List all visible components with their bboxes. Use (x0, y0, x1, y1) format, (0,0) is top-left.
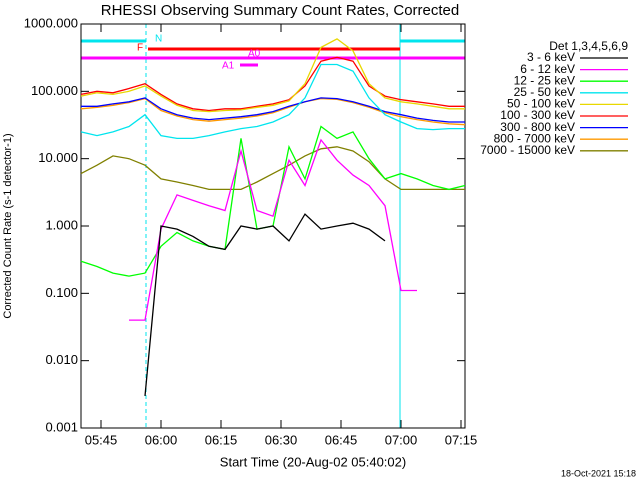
series-line (144, 213, 386, 396)
y-tick-label: 0.100 (45, 285, 78, 300)
chart-title: RHESSI Observing Summary Count Rates, Co… (101, 2, 459, 19)
legend-label: 800 - 7000 keV (494, 131, 575, 145)
series-line (81, 97, 465, 123)
legend-label: 100 - 300 keV (500, 108, 575, 122)
legend-label: 300 - 800 keV (500, 120, 575, 134)
x-tick-label: 07:15 (445, 432, 478, 447)
series-line (80, 63, 465, 140)
legend-label: 12 - 25 keV (514, 73, 575, 87)
annotation: F (137, 43, 143, 54)
x-tick-label: 06:30 (265, 432, 298, 447)
x-tick-label: 07:00 (385, 432, 418, 447)
x-tick-label: 06:15 (205, 432, 238, 447)
x-tick-label: 06:45 (325, 432, 358, 447)
legend-label: 6 - 12 keV (520, 62, 575, 76)
series-line (129, 138, 417, 321)
legend-label: 25 - 50 keV (514, 85, 575, 99)
legend-label: 50 - 100 keV (507, 97, 575, 111)
annotation: A0 (248, 49, 261, 60)
legend-title: Det 1,3,4,5,6,9 (549, 39, 628, 53)
legend-label: 3 - 6 keV (527, 50, 575, 64)
annotation: A1 (222, 61, 235, 72)
x-tick-label: 06:00 (145, 432, 178, 447)
y-axis-label: Corrected Count Rate (s-1 detector-1) (2, 133, 14, 318)
y-tick-label: 0.001 (45, 419, 78, 434)
series-line (80, 38, 465, 113)
x-axis-label: Start Time (20-Aug-02 05:40:02) (220, 454, 406, 469)
y-tick-label: 1000.000 (24, 15, 78, 30)
y-tick-label: 10.000 (38, 150, 78, 165)
legend-label: 7000 - 15000 keV (480, 143, 575, 157)
y-tick-label: 100.000 (31, 83, 78, 98)
series-line (80, 146, 465, 191)
y-tick-label: 1.000 (45, 217, 78, 232)
annotation: N (155, 34, 162, 45)
x-tick-label: 05:45 (85, 432, 118, 447)
footer: 18-Oct-2021 15:18 (561, 468, 636, 478)
series-line (80, 56, 465, 112)
y-tick-label: 0.010 (45, 352, 78, 367)
